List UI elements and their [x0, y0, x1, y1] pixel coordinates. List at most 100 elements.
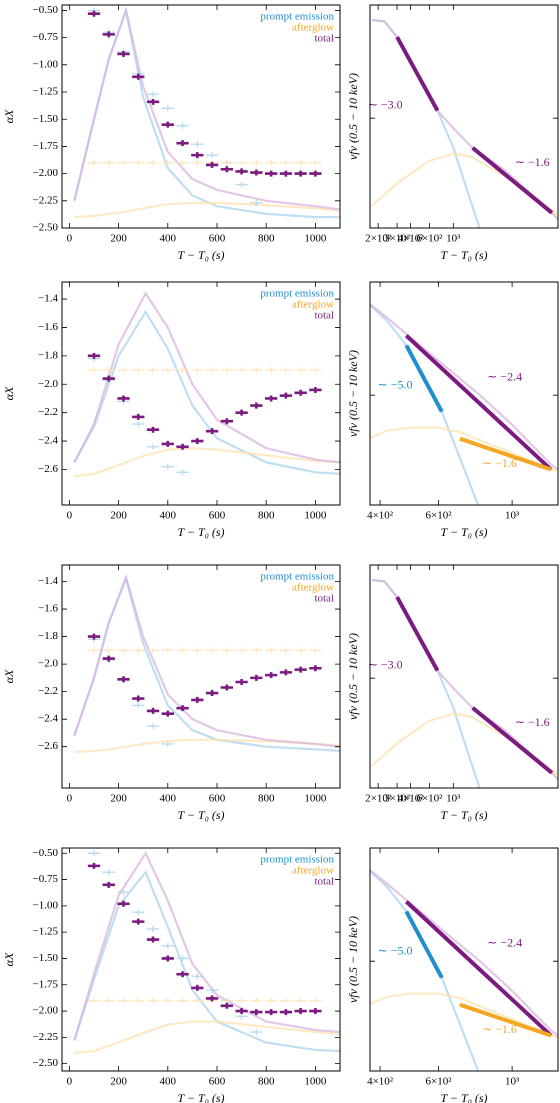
plot-area [370, 869, 558, 1071]
data-point [102, 997, 115, 1004]
data-point [161, 121, 174, 128]
data-point [279, 647, 293, 654]
fit-label: ∼ −3.0 [368, 658, 403, 672]
curve [73, 309, 340, 475]
data-point [117, 395, 130, 402]
data-point [146, 925, 160, 932]
data-point [176, 469, 189, 476]
data-point [309, 1008, 322, 1015]
data-point [294, 389, 307, 396]
curve [73, 573, 340, 748]
data-point [279, 1009, 293, 1016]
y-tick-label: −1.8 [38, 349, 58, 361]
data-point [250, 367, 263, 374]
data-point [102, 655, 115, 662]
data-point [264, 997, 278, 1004]
y-tick-label: −2.0 [38, 658, 58, 670]
fit-line [404, 334, 553, 472]
x-tick-label: 800 [258, 1076, 275, 1088]
curve [370, 303, 558, 471]
data-point [146, 159, 160, 166]
fit-line [395, 36, 440, 112]
y-tick-label: −2.2 [38, 406, 58, 418]
data-point [235, 1013, 248, 1020]
data-point [250, 997, 263, 1004]
data-point [146, 997, 160, 1004]
fit-label: ∼ −5.0 [378, 377, 413, 391]
y-axis-label: αX [2, 952, 16, 966]
data-point [309, 386, 322, 393]
legend-entry: total [314, 876, 334, 888]
x-tick-label: 10³ [505, 510, 520, 522]
data-point [146, 426, 160, 433]
data-point [176, 955, 189, 962]
legend-entry: prompt emission [260, 11, 334, 23]
y-tick-label: −1.75 [33, 140, 59, 152]
data-point [146, 647, 160, 654]
data-point [309, 665, 322, 672]
legend-entry: total [314, 593, 334, 605]
x-tick-label: 3×10² [384, 793, 411, 805]
fit-line [404, 344, 444, 413]
y-tick-label: −2.25 [33, 1031, 59, 1043]
y-tick-label: −1.50 [33, 113, 59, 125]
data-point [132, 367, 145, 374]
data-point [220, 997, 233, 1004]
y-tick-label: −2.50 [33, 1057, 59, 1069]
x-tick-label: 0 [67, 233, 73, 245]
data-point [191, 438, 204, 445]
fit-label: ∼ −1.6 [482, 1022, 517, 1036]
x-tick-label: 1000 [304, 1076, 327, 1088]
data-point [132, 73, 145, 80]
data-point [309, 997, 322, 1004]
data-point [146, 91, 160, 98]
data-point [205, 995, 219, 1002]
fit-line [471, 706, 554, 775]
data-point [279, 367, 293, 374]
data-point [191, 997, 204, 1004]
data-point [220, 159, 233, 166]
x-tick-label: 600 [209, 233, 226, 245]
x-axis-label: T − T₀ (s) [177, 525, 224, 539]
data-point [161, 997, 174, 1004]
fit-label: ∼ −1.6 [515, 715, 550, 729]
y-tick-label: −2.25 [33, 194, 59, 206]
x-tick-label: 2×10² [365, 793, 392, 805]
data-point [294, 997, 307, 1004]
data-point [264, 647, 278, 654]
x-tick-label: 600 [209, 510, 226, 522]
y-tick-label: −1.6 [38, 603, 58, 615]
x-tick-label: 600 [209, 1076, 226, 1088]
axes-frame [369, 847, 559, 1072]
fit-label: ∼ −5.0 [378, 943, 413, 957]
data-point [205, 647, 219, 654]
data-point [264, 672, 278, 679]
data-point [250, 647, 263, 654]
data-point [279, 392, 293, 399]
fit-label: ∼ −2.4 [487, 369, 522, 383]
y-tick-label: −0.50 [33, 847, 59, 859]
data-point [176, 647, 189, 654]
data-point [205, 428, 219, 435]
legend-entry: afterglow [292, 22, 334, 34]
axes-frame [61, 281, 341, 506]
x-axis-label: T − T₀ (s) [440, 248, 487, 262]
fit-label: ∼ −1.6 [482, 456, 517, 470]
data-point [294, 159, 307, 166]
y-axis-label: αX [2, 669, 16, 683]
y-tick-label: −1.4 [38, 293, 58, 305]
data-point [87, 862, 101, 869]
axes-frame [61, 847, 341, 1072]
data-point [279, 170, 293, 177]
y-tick-label: −1.00 [33, 899, 59, 911]
x-tick-label: 10³ [505, 1076, 520, 1088]
data-point [250, 1029, 263, 1036]
x-tick-label: 6×10² [425, 510, 452, 522]
x-tick-label: 200 [110, 233, 127, 245]
data-point [191, 159, 204, 166]
plot-area [73, 291, 340, 478]
data-point [309, 170, 322, 177]
data-point [146, 723, 160, 730]
x-axis-label: T − T₀ (s) [177, 1091, 224, 1103]
